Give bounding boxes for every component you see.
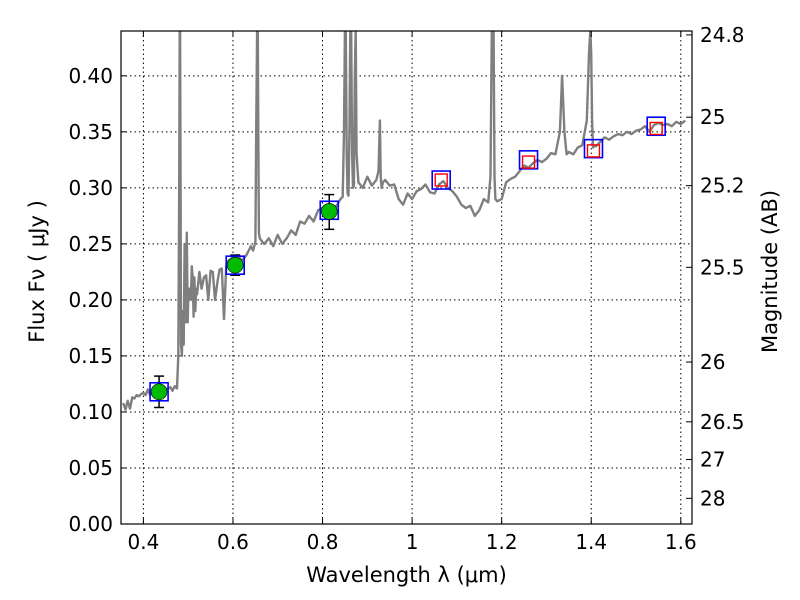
y-tick-label: 0.05	[68, 456, 113, 480]
data-point-square-red	[521, 155, 536, 169]
right-y-tick-label: 27	[700, 448, 725, 472]
x-tick-label: 1.4	[575, 530, 607, 554]
y-tick-label: 0.00	[68, 512, 113, 536]
y-tick-label: 0.35	[68, 120, 113, 144]
data-point-square-blue	[646, 116, 666, 137]
y-tick-label: 0.10	[68, 400, 113, 424]
data-point-square-blue	[583, 138, 604, 159]
right-y-tick-label: 26.5	[700, 410, 745, 434]
data-point-circle	[150, 383, 168, 401]
y-tick-label: 0.30	[68, 176, 113, 200]
x-tick-label: 0.4	[127, 530, 159, 554]
chart-series	[122, 31, 687, 411]
right-y-tick-label: 25	[700, 105, 725, 129]
y-tick-label: 0.20	[68, 288, 113, 312]
x-tick-label: 1.6	[665, 530, 697, 554]
axis-ticks: 0.4 0.6 0.8 1 1.2 1.4 1.6 0.00 0.05 0.10 0.15 0.20 0…	[68, 23, 744, 554]
right-y-tick-label: 25.5	[700, 255, 745, 279]
data-point-circle	[226, 256, 244, 274]
data-point-circle	[320, 203, 338, 220]
right-y-tick-label: 28	[700, 486, 725, 510]
right-y-tick-label: 26	[700, 350, 725, 374]
x-tick-label: 0.8	[307, 530, 339, 554]
data-point-square-blue	[149, 381, 169, 402]
spectrum-line	[122, 31, 687, 411]
x-tick-label: 1	[406, 530, 419, 554]
data-point-square-red	[586, 144, 601, 158]
right-y-tick-label: 25.2	[700, 174, 745, 198]
data-point-square-blue	[431, 170, 452, 190]
y-axis-label: Flux Fν ( μJy )	[25, 200, 49, 343]
data-point-square-blue	[518, 150, 539, 170]
right-y-axis-label: Magnitude (AB)	[758, 190, 782, 353]
data-point-square-red	[649, 121, 663, 136]
right-y-tick-label: 24.8	[700, 23, 745, 47]
y-tick-label: 0.40	[68, 64, 113, 88]
data-point-square-blue	[225, 255, 245, 275]
y-tick-label: 0.15	[68, 344, 113, 368]
y-tick-label: 0.25	[68, 232, 113, 256]
data-point-square-red	[434, 173, 448, 187]
x-tick-label: 1.2	[486, 530, 518, 554]
x-tick-label: 0.6	[217, 530, 249, 554]
x-axis-label: Wavelength λ (μm)	[306, 563, 507, 587]
plot-frame	[120, 30, 693, 525]
